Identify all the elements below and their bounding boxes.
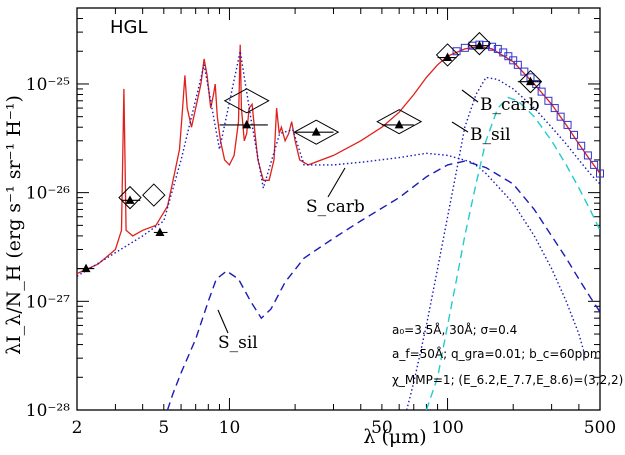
observation-triangle-marker [474, 40, 484, 50]
observation-triangle-marker [394, 119, 404, 129]
band-average-diamond-marker [142, 183, 166, 207]
parameter-line-2: a_f=50Å; q_gra=0.01; b_c=60ppm [392, 346, 602, 361]
band-average-diamond-marker [223, 88, 270, 114]
parameter-line-3: χ_MMP=1; (E_6.2,E_7.7,E_8.6)=(3,2,2) [392, 373, 623, 387]
y-axis-title: λI_λ/N_H (erg s⁻¹ sr⁻¹ H⁻¹) [3, 95, 25, 355]
spectrum-square-marker [590, 160, 599, 169]
s-sil-label: S_sil [218, 333, 258, 353]
y-tick-label: 10⁻²⁷ [26, 292, 70, 312]
s-carb-arrow [327, 167, 346, 198]
markers-group [77, 31, 604, 273]
spectrum-square-marker [488, 42, 497, 51]
spectrum-square-marker [509, 56, 518, 65]
observation-triangle-marker [125, 195, 135, 204]
series-b-carb-line [406, 76, 600, 410]
observation-triangle-marker [443, 52, 453, 62]
observation-triangle-marker [242, 119, 252, 129]
spectrum-square-marker [460, 43, 469, 52]
series-s-sil-line [166, 160, 600, 410]
x-tick-label: 10 [219, 418, 241, 438]
parameter-box: a₀=3.5Å, 30Å; σ=0.4 a_f=50Å; q_gra=0.01;… [392, 322, 623, 387]
observation-triangle-marker [81, 263, 91, 273]
b-sil-arrow [451, 121, 469, 133]
band-average-diamond-marker [118, 185, 142, 210]
spectrum-square-marker [452, 47, 461, 56]
plot-frame-group [76, 7, 601, 411]
spectrum-square-marker [583, 151, 592, 160]
observation-triangle-marker [155, 227, 165, 236]
x-tick-label: 100 [431, 418, 463, 438]
y-tick-label: 10⁻²⁶ [26, 184, 70, 204]
band-average-diamond-marker [467, 31, 492, 56]
spectrum-square-marker [537, 87, 546, 96]
spectrum-square-marker [520, 67, 529, 76]
b-carb-label: B_carb [480, 95, 540, 115]
panel-tag: HGL [110, 17, 148, 38]
series-b-sil-line [425, 96, 600, 410]
spectrum-square-marker [563, 120, 572, 129]
y-tick-label: 10⁻²⁵ [26, 75, 70, 95]
band-average-diamond-marker [293, 119, 340, 145]
b-carb-arrow [461, 89, 479, 103]
x-axis-title: λ (μm) [363, 426, 426, 448]
observation-triangle-marker [311, 127, 321, 136]
x-tick-label: 500 [584, 418, 616, 438]
s-sil-arrow [217, 309, 229, 334]
x-tick-label: 2 [72, 418, 83, 438]
spectrum-square-marker [556, 112, 565, 121]
component-labels: B_carb B_sil S_carb S_sil [217, 89, 540, 353]
x-tick-label: 5 [158, 418, 169, 438]
b-sil-label: B_sil [470, 125, 511, 145]
parameter-line-1: a₀=3.5Å, 30Å; σ=0.4 [392, 322, 517, 337]
spectrum-square-marker [550, 104, 559, 113]
x-tick-label: 50 [371, 418, 393, 438]
spectrum-square-marker [570, 130, 579, 139]
series-group [77, 44, 600, 410]
spectrum-square-marker [504, 52, 513, 61]
band-average-diamond-marker [376, 109, 423, 135]
spectrum-square-marker [513, 60, 522, 69]
band-average-diamond-marker [435, 43, 460, 67]
s-carb-label: S_carb [306, 197, 365, 217]
spectrum-square-marker [577, 141, 586, 150]
y-tick-label: 10⁻²⁸ [26, 401, 70, 421]
observation-triangle-marker [525, 76, 535, 86]
tick-labels-group: 2 5 10 50 100 500 10⁻²⁸ 10⁻²⁷ 10⁻²⁶ 10⁻²⁵ [26, 75, 616, 438]
spectrum-square-marker [544, 96, 553, 105]
spectrum-square-marker [596, 169, 604, 178]
